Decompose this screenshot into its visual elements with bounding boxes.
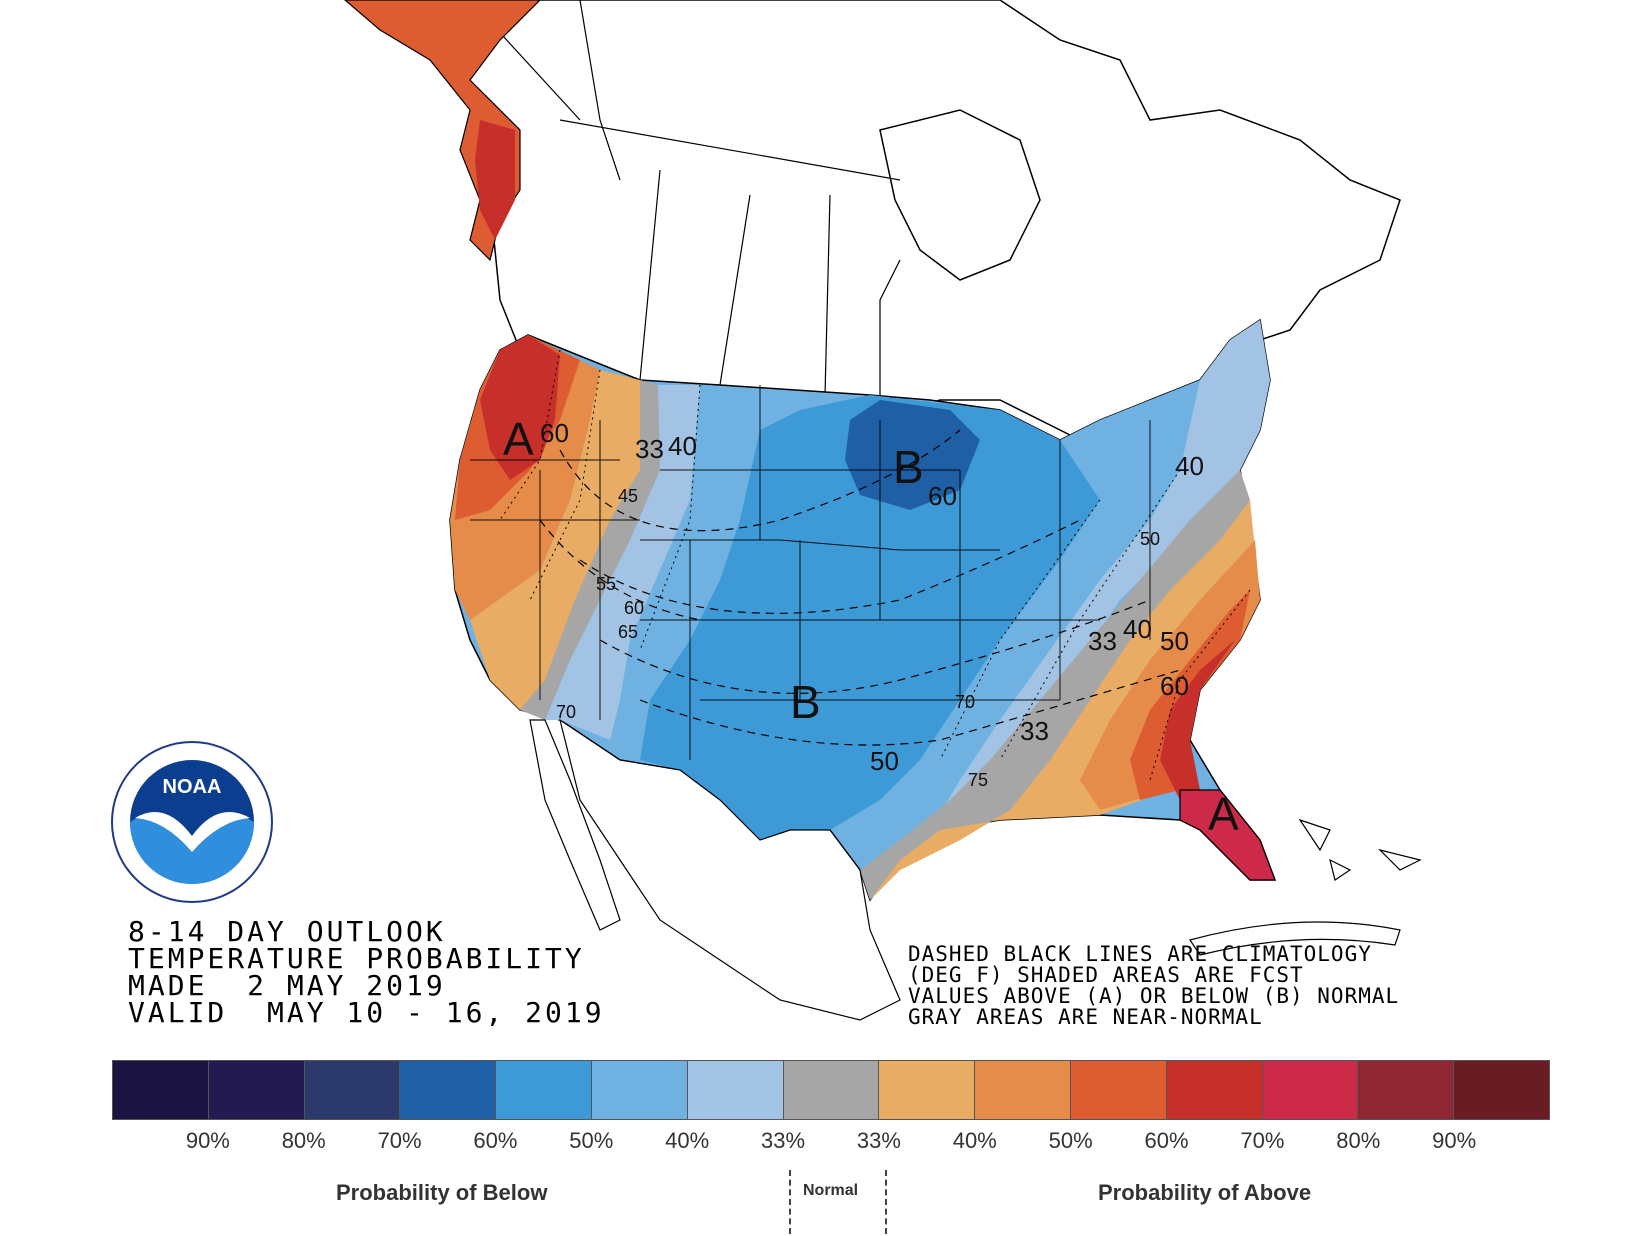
- map-value-label: 60: [1160, 671, 1189, 701]
- legend-swatch: [975, 1061, 1071, 1119]
- normal-divider-right: [885, 1170, 887, 1234]
- noaa-logo-text: NOAA: [163, 776, 222, 798]
- legend-swatch: [879, 1061, 976, 1119]
- legend-percent-label: 70%: [1240, 1128, 1285, 1153]
- se-orange-light: [870, 500, 1260, 900]
- below-caption: Probability of Below: [336, 1180, 548, 1205]
- probability-legend: [112, 1060, 1550, 1120]
- map-value-label: 50: [1140, 529, 1160, 549]
- east-lightblue: [880, 320, 1270, 800]
- hudson-bay: [879, 109, 1041, 281]
- note-line: (DEG F) SHADED AREAS ARE FCST: [908, 963, 1304, 987]
- outlook-title-block: 8-14 DAY OUTLOOK TEMPERATURE PROBABILITY M…: [128, 915, 605, 1029]
- map-value-label: 70: [955, 692, 975, 712]
- mexico-outline: [559, 718, 901, 1021]
- map-value-label: 75: [968, 770, 988, 790]
- se-orange: [1080, 540, 1260, 810]
- west-lightblue: [545, 385, 700, 740]
- normal-caption: Normal: [803, 1182, 859, 1199]
- map-value-label: 50: [870, 746, 899, 776]
- legend-percent-label: 40%: [952, 1128, 997, 1153]
- legend-swatch: [1166, 1061, 1263, 1119]
- legend-swatch: [591, 1061, 688, 1119]
- map-value-label: 40: [1123, 614, 1152, 644]
- title-line: VALID MAY 10 - 16, 2019: [128, 996, 605, 1029]
- legend-swatch: [496, 1061, 592, 1119]
- note-line: VALUES ABOVE (A) OR BELOW (B) NORMAL: [908, 984, 1400, 1008]
- legend-swatch: [400, 1061, 497, 1119]
- legend-percent-label: 60%: [1144, 1128, 1189, 1153]
- above-caption: Probability of Above: [1098, 1180, 1312, 1205]
- west-gray: [520, 380, 660, 720]
- map-value-label: 70: [556, 702, 576, 722]
- map-value-label: 33: [1020, 716, 1049, 746]
- climatology-lines: [539, 429, 1181, 746]
- west-red: [480, 335, 560, 480]
- legend-swatch: [1070, 1061, 1167, 1119]
- map-value-label: 60: [624, 598, 644, 618]
- map-value-label: 60: [540, 418, 569, 448]
- central-blue: [640, 395, 1100, 840]
- north-dark-blue: [845, 400, 980, 510]
- legend-percent-label: 90%: [1432, 1128, 1477, 1153]
- above-marker-west: A: [503, 413, 534, 465]
- alaska-panhandle-red: [475, 120, 515, 240]
- legend-percent-label: 80%: [281, 1128, 326, 1153]
- caribbean-islands: [1189, 818, 1422, 956]
- note-line: GRAY AREAS ARE NEAR-NORMAL: [908, 1005, 1263, 1029]
- legend-swatch: [783, 1061, 880, 1119]
- legend-percent-label: 33%: [856, 1128, 901, 1153]
- legend-percent-label: 60%: [473, 1128, 518, 1153]
- below-marker-north: B: [893, 441, 924, 493]
- legend-swatch: [1358, 1061, 1455, 1119]
- map-value-label: 55: [596, 574, 616, 594]
- legend-percent-label: 33%: [761, 1128, 806, 1153]
- map-value-label: 33: [1088, 626, 1117, 656]
- legend-percent-label: 50%: [569, 1128, 614, 1153]
- probability-contours: [499, 349, 1251, 781]
- above-marker-florida: A: [1208, 788, 1239, 840]
- map-value-label: 50: [1160, 626, 1189, 656]
- map-value-label: 33: [635, 434, 664, 464]
- below-marker-south: B: [790, 676, 821, 728]
- state-lines: [470, 385, 1151, 760]
- note-line: DASHED BLACK LINES ARE CLIMATOLOGY: [908, 942, 1372, 966]
- legend-swatch: [304, 1061, 401, 1119]
- outlook-notes-block: DASHED BLACK LINES ARE CLIMATOLOGY (DEG F…: [908, 944, 1399, 1028]
- map-value-label: 60: [928, 481, 957, 511]
- title-line: MADE 2 MAY 2019: [128, 969, 446, 1002]
- legend-percent-label: 50%: [1048, 1128, 1093, 1153]
- noaa-logo: NOAA: [111, 741, 273, 903]
- normal-divider-left: [789, 1170, 791, 1234]
- map-value-label: 45: [618, 486, 638, 506]
- legend-swatch: [208, 1061, 305, 1119]
- florida-rose: [1179, 789, 1276, 881]
- east-gray: [860, 470, 1250, 900]
- title-line: TEMPERATURE PROBABILITY: [128, 942, 585, 975]
- baja-outline: [529, 719, 621, 931]
- legend-swatch: [1262, 1061, 1359, 1119]
- legend-percent-label: 90%: [185, 1128, 230, 1153]
- map-value-label: 40: [1175, 451, 1204, 481]
- legend-percent-label: 70%: [377, 1128, 422, 1153]
- west-orange-light: [470, 370, 640, 710]
- title-line: 8-14 DAY OUTLOOK: [128, 915, 446, 948]
- east-pale-blue: [930, 320, 1270, 830]
- legend-percent-label: 40%: [665, 1128, 710, 1153]
- se-red: [1160, 640, 1235, 810]
- map-value-label: 40: [668, 431, 697, 461]
- legend-swatch: [1454, 1061, 1549, 1119]
- legend-swatch: [113, 1061, 209, 1119]
- legend-swatch: [687, 1061, 784, 1119]
- legend-percent-label: 80%: [1336, 1128, 1381, 1153]
- map-value-label: 65: [618, 622, 638, 642]
